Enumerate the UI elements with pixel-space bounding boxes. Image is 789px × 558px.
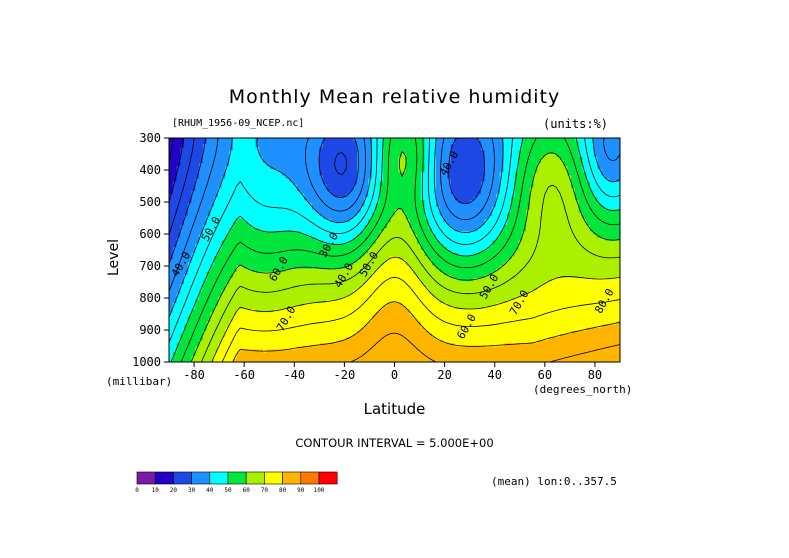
contour-interval-label: CONTOUR INTERVAL = 5.000E+00 bbox=[295, 436, 494, 450]
colorbar-tick-label: 0 bbox=[135, 487, 139, 494]
y-tick-label: 1000 bbox=[132, 355, 161, 369]
x-tick-label: 40 bbox=[487, 368, 501, 382]
colorbar-tick-label: 40 bbox=[206, 487, 214, 494]
y-tick-label: 400 bbox=[139, 163, 161, 177]
colorbar-tick-label: 70 bbox=[261, 487, 269, 494]
x-axis-title: Latitude bbox=[363, 400, 426, 418]
y-axis-units: (millibar) bbox=[106, 375, 173, 388]
contour-lines bbox=[169, 138, 620, 362]
colorbar-swatch bbox=[227, 471, 247, 485]
colorbar-swatch bbox=[318, 471, 338, 485]
mean-longitude-label: (mean) lon:0..357.5 bbox=[491, 475, 617, 488]
colorbar-tick-label: 50 bbox=[224, 487, 232, 494]
y-tick-label: 900 bbox=[139, 323, 161, 337]
colorbar-swatch bbox=[300, 471, 320, 485]
x-tick-label: -40 bbox=[283, 368, 305, 382]
colorbar-tick-label: 60 bbox=[243, 487, 251, 494]
chart-title: Monthly Mean relative humidity bbox=[228, 86, 561, 108]
colorbar-tick-label: 100 bbox=[314, 487, 325, 494]
x-tick-label: -20 bbox=[334, 368, 356, 382]
y-tick-label: 800 bbox=[139, 291, 161, 305]
x-tick-label: 0 bbox=[391, 368, 398, 382]
x-tick-label: -60 bbox=[233, 368, 255, 382]
y-tick-label: 600 bbox=[139, 227, 161, 241]
colorbar-tick-label: 90 bbox=[297, 487, 305, 494]
colorbar-swatch bbox=[245, 471, 265, 485]
colorbar-tick-label: 10 bbox=[152, 487, 160, 494]
colorbar-swatch bbox=[154, 471, 174, 485]
x-tick-label: -80 bbox=[183, 368, 205, 382]
y-tick-label: 500 bbox=[139, 195, 161, 209]
x-tick-label: 20 bbox=[437, 368, 451, 382]
colorbar-tick-label: 30 bbox=[188, 487, 196, 494]
units-label: (units:%) bbox=[543, 117, 609, 131]
colorbar-tick-label: 20 bbox=[170, 487, 178, 494]
colorbar-swatch bbox=[191, 471, 211, 485]
x-tick-label: 80 bbox=[588, 368, 602, 382]
colorbar-swatch bbox=[136, 471, 156, 485]
dataset-label: [RHUM_1956-09_NCEP.nc] bbox=[172, 118, 305, 129]
colorbar-swatch bbox=[173, 471, 192, 485]
y-tick-label: 700 bbox=[139, 259, 161, 273]
colorbar-swatch bbox=[209, 471, 229, 485]
x-tick-label: 60 bbox=[538, 368, 552, 382]
y-tick-label: 300 bbox=[139, 131, 161, 145]
filled-contours bbox=[169, 138, 620, 362]
colorbar-swatch bbox=[264, 471, 283, 485]
colorbar-tick-label: 80 bbox=[279, 487, 287, 494]
x-axis-units: (degrees_north) bbox=[533, 383, 633, 396]
colorbar-swatch bbox=[282, 471, 302, 485]
